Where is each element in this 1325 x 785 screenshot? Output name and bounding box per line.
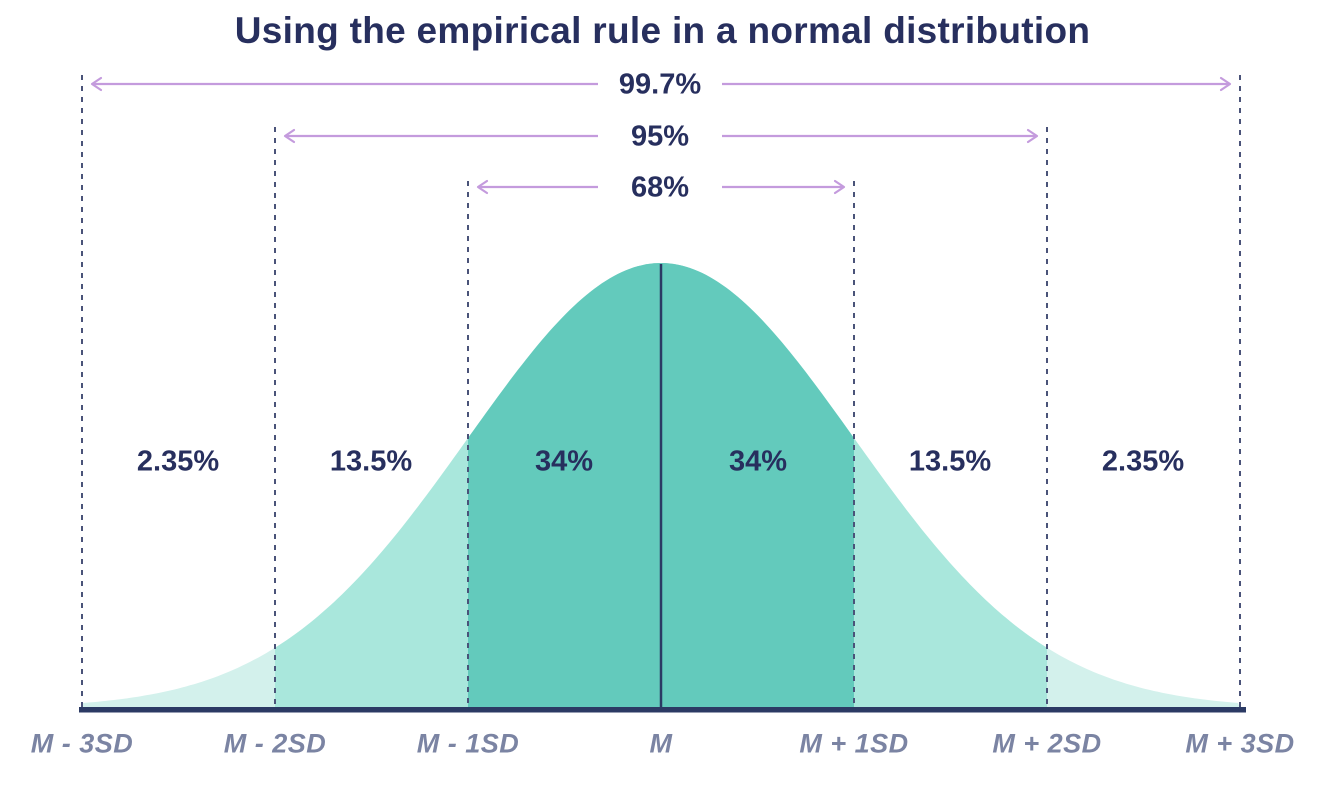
segment-label-left-core: 34%: [534, 445, 594, 478]
tick-label-m-minus-1sd: M - 1SD: [416, 728, 520, 759]
interval-label-99-7: 99.7%: [618, 68, 702, 101]
tick-label-m-minus-3sd: M - 3SD: [30, 728, 134, 759]
chart-title: Using the empirical rule in a normal dis…: [234, 10, 1091, 51]
segment-label-left-tail: 2.35%: [136, 445, 220, 478]
tick-label-m-plus-1sd: M + 1SD: [799, 728, 909, 759]
interval-label-68: 68%: [630, 171, 690, 204]
interval-label-95: 95%: [630, 120, 690, 153]
segment-label-left-mid: 13.5%: [329, 445, 413, 478]
tick-label-m-minus-2sd: M - 2SD: [223, 728, 327, 759]
tick-label-m-plus-3sd: M + 3SD: [1185, 728, 1295, 759]
x-axis-line: [79, 707, 1246, 713]
segment-label-right-tail: 2.35%: [1101, 445, 1185, 478]
segment-label-right-core: 34%: [728, 445, 788, 478]
tick-label-m-plus-2sd: M + 2SD: [992, 728, 1102, 759]
segment-label-right-mid: 13.5%: [908, 445, 992, 478]
tick-label-m: M: [649, 728, 673, 759]
